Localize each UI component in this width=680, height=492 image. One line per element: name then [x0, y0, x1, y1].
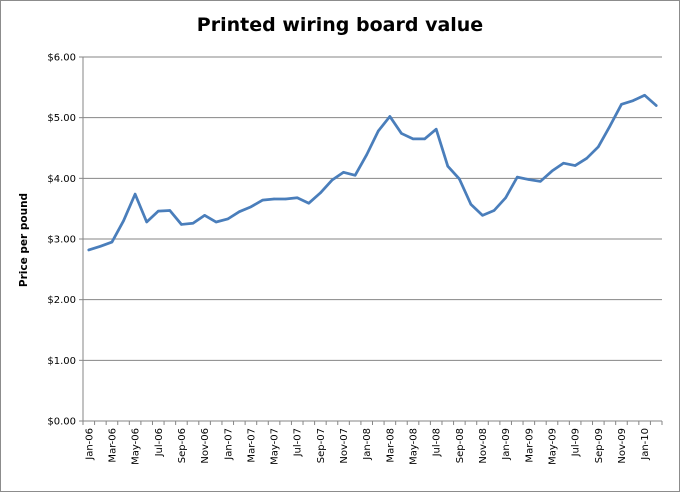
data-point — [504, 196, 507, 199]
x-tick-label: May-07 — [270, 428, 281, 465]
data-point — [226, 217, 229, 221]
gridlines — [79, 56, 662, 422]
x-tick-label: May-09 — [547, 428, 558, 465]
data-point — [400, 132, 403, 135]
data-point — [573, 164, 577, 167]
data-point — [585, 157, 588, 160]
x-tick-label: Jul-06 — [154, 428, 165, 457]
data-point — [145, 220, 148, 224]
x-tick-label: Mar-07 — [246, 428, 257, 463]
x-tick-label: May-08 — [409, 428, 420, 465]
data-point — [446, 165, 449, 168]
x-tick-label: Nov-06 — [200, 428, 211, 464]
data-point — [562, 161, 565, 165]
x-tick-label: Jul-08 — [432, 428, 443, 457]
x-tick-label: Jul-09 — [571, 428, 582, 457]
data-point — [492, 209, 496, 212]
data-point — [249, 205, 253, 209]
data-point — [284, 197, 287, 201]
data-point — [87, 248, 90, 252]
data-point — [168, 209, 172, 212]
x-tick-label: Jul-07 — [293, 428, 304, 457]
y-tick-label: $1.00 — [47, 356, 76, 367]
data-point — [238, 210, 241, 213]
data-point — [388, 115, 392, 118]
x-tick-label: Jan-09 — [501, 428, 512, 461]
x-tick-label: Sep-07 — [316, 428, 327, 463]
x-tick-label: May-06 — [131, 428, 142, 465]
data-point — [423, 137, 426, 141]
data-point — [643, 94, 646, 97]
data-point — [99, 245, 102, 248]
y-tick-labels: $0.00 $1.00 $2.00 $3.00 $4.00 $5.00 $6.00 — [47, 53, 76, 428]
data-point — [272, 197, 276, 201]
data-point — [550, 169, 554, 173]
x-tick-label: Jan-10 — [640, 428, 651, 461]
x-tick-label: Jan-07 — [223, 428, 234, 461]
x-tick-label: Nov-09 — [617, 428, 628, 464]
data-point — [319, 191, 322, 195]
data-point — [631, 99, 635, 102]
data-point — [296, 196, 299, 199]
x-tick-label: Nov-07 — [339, 428, 350, 464]
y-tick-label: $0.00 — [47, 417, 76, 428]
chart-title: Printed wiring board value — [196, 14, 484, 36]
data-point — [180, 223, 183, 226]
data-point — [191, 222, 195, 225]
y-tick-label: $5.00 — [47, 113, 76, 124]
data-point — [365, 153, 368, 156]
data-point — [539, 180, 542, 183]
data-point — [458, 177, 461, 181]
y-tick-label: $2.00 — [47, 295, 76, 306]
data-point — [620, 103, 623, 106]
data-point — [434, 127, 438, 131]
data-point — [527, 178, 531, 181]
data-point — [122, 219, 125, 222]
data-point — [655, 104, 658, 107]
data-point — [110, 240, 114, 244]
data-point — [469, 203, 473, 206]
data-point — [307, 202, 311, 205]
x-tick-label: Nov-08 — [478, 428, 489, 464]
x-tick-labels: Jan-06 Mar-06 May-06 Jul-06 Sep-06 Nov-06 Jan-… — [84, 428, 651, 465]
data-point — [353, 174, 357, 177]
data-point — [203, 214, 206, 217]
y-tick-label: $3.00 — [47, 235, 76, 246]
data-point — [214, 220, 218, 224]
series-line — [87, 93, 658, 252]
x-tick-label: Sep-08 — [455, 428, 466, 463]
data-point — [157, 209, 160, 213]
data-point — [133, 192, 137, 196]
data-point — [411, 137, 415, 141]
x-tick-label: Jan-06 — [84, 428, 95, 461]
x-tick-label: Mar-06 — [107, 428, 118, 463]
x-axis — [82, 57, 663, 425]
data-point — [608, 124, 612, 128]
data-point — [597, 145, 600, 148]
data-point — [516, 175, 519, 179]
data-point — [481, 214, 484, 217]
data-point — [342, 171, 345, 174]
y-tick-label: $6.00 — [47, 53, 76, 64]
x-tick-label: Mar-09 — [524, 428, 535, 463]
x-tick-label: Mar-08 — [385, 428, 396, 463]
x-tick-label: Sep-09 — [594, 428, 605, 463]
x-tick-label: Jan-08 — [362, 428, 373, 461]
series-group — [87, 93, 658, 252]
data-point — [330, 178, 334, 182]
data-point — [377, 129, 380, 133]
x-tick-label: Sep-06 — [177, 428, 188, 463]
data-point — [261, 198, 264, 202]
y-tick-label: $4.00 — [47, 174, 76, 185]
